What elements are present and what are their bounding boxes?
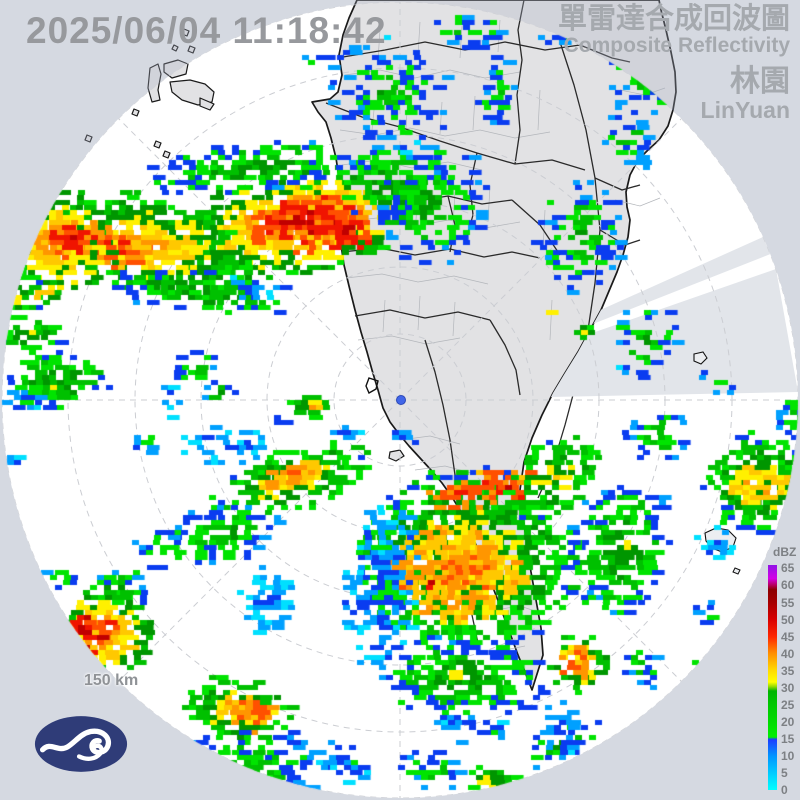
product-title-zh: 單雷達合成回波圖 [557, 3, 790, 35]
cwb-logo-ellipse [34, 716, 128, 772]
product-title-en: Composite Reflectivity [563, 34, 790, 58]
station-name-en: LinYuan [700, 97, 790, 124]
station-name-zh: 林園 [730, 64, 790, 98]
cwb-wave-icon [39, 728, 112, 761]
cwb-logo [34, 716, 128, 772]
timestamp: 2025/06/04 11:18:42 [26, 10, 387, 51]
range-ring-label: 150 km [84, 672, 139, 689]
title-block: 單雷達合成回波圖 Composite Reflectivity 林園 LinYu… [557, 3, 790, 124]
